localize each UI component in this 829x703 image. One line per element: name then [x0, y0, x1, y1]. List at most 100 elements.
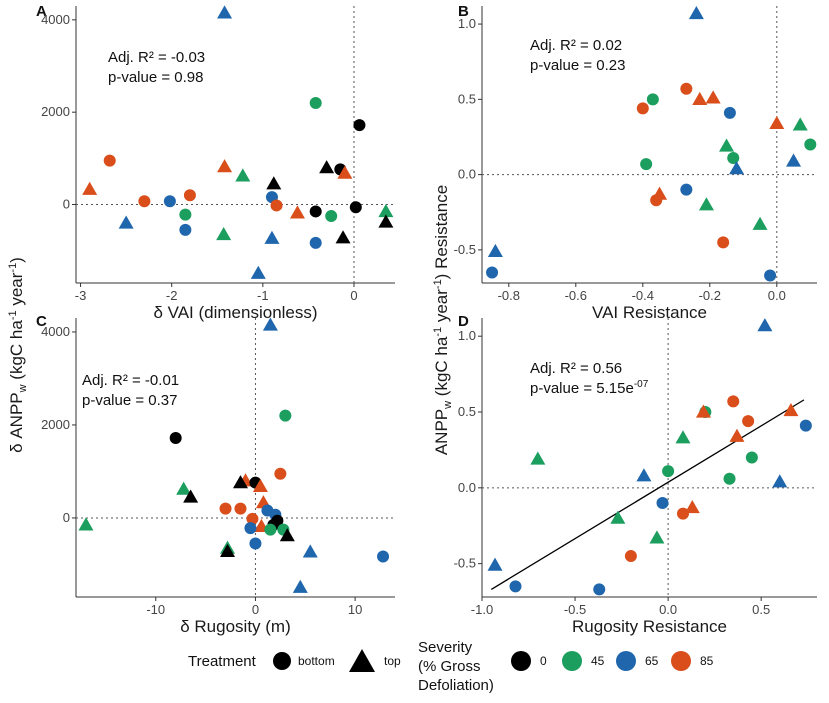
panel-b-point-triangle — [786, 153, 802, 167]
panel-c-point-circle — [377, 550, 390, 563]
panel-a-point-circle — [309, 236, 322, 249]
panel-b-pvalue-annotation: p-value = 0.23 — [530, 57, 626, 74]
panel-d-point-circle — [656, 496, 669, 509]
panel-a-point-triangle — [266, 176, 282, 190]
panel-b-point-circle — [723, 106, 736, 119]
panel-d-x-tick-label: 0.5 — [752, 602, 770, 617]
panel-b-point-triangle — [719, 138, 735, 152]
panel-c-point-triangle — [183, 489, 199, 503]
panel-b-point-circle — [640, 158, 653, 171]
panel-d-point-triangle — [757, 318, 773, 332]
panel-a-point-circle — [138, 195, 151, 208]
panel-c-point-circle — [219, 502, 232, 515]
legend-severity-45-label: 45 — [591, 654, 605, 668]
legend-severity-65-swatch — [616, 651, 636, 671]
panel-b-point-circle — [680, 82, 693, 95]
panel-a-point-triangle — [235, 168, 251, 182]
panel-a-x-tick-label: 0 — [350, 288, 357, 303]
panel-b-point-circle — [717, 236, 730, 249]
panel-c-point-circle — [264, 523, 277, 536]
panel-a-x-axis-label: δ VAI (dimensionless) — [153, 303, 317, 322]
panel-a-point-circle — [179, 223, 192, 236]
panel-c-point-triangle — [262, 317, 278, 331]
panel-d-y-tick-label: -0.5 — [454, 556, 476, 571]
legend-severity-0-label: 0 — [540, 654, 547, 668]
panel-a-pvalue-annotation: p-value = 0.98 — [108, 69, 204, 86]
panel-d-x-axis-label: Rugosity Resistance — [572, 617, 727, 636]
panel-b-point-circle — [636, 102, 649, 115]
panel-b-x-tick-label: -0.6 — [565, 288, 587, 303]
panel-d-point-circle — [727, 395, 740, 408]
panel-c-r2-annotation: Adj. R² = -0.01 — [82, 372, 179, 389]
panel-d-point-circle — [742, 415, 755, 428]
panel-b-point-triangle — [487, 243, 503, 258]
legend: Treatment bottom top Severity (% Gross D… — [188, 639, 714, 694]
panel-label-d: D — [458, 313, 469, 330]
panel-b-point-circle — [486, 266, 499, 279]
panel-b-y-tick-label: -0.5 — [454, 242, 476, 257]
panel-a-point-triangle — [378, 203, 394, 218]
panel-a-x-tick-label: -2 — [166, 288, 178, 303]
legend-treatment-title: Treatment — [188, 653, 257, 670]
panel-a-point-triangle — [264, 230, 280, 244]
panel-c-y-tick-label: 2000 — [41, 417, 70, 432]
panel-b-point-triangle — [752, 216, 768, 230]
panel-a-x-tick-label: -1 — [257, 288, 269, 303]
panel-a-point-circle — [353, 119, 366, 132]
panel-a-point-triangle — [216, 227, 232, 241]
panel-a-point-circle — [179, 208, 192, 221]
panel-b-x-tick-label: -0.8 — [498, 288, 520, 303]
panel-c-point-triangle — [292, 579, 308, 593]
panel-a-point-triangle — [319, 160, 335, 174]
panel-b-point-triangle — [692, 91, 708, 105]
panel-b-point-circle — [764, 269, 777, 282]
panel-a-point-circle — [325, 210, 338, 223]
panel-d-x-tick-label: -1.0 — [471, 602, 493, 617]
panel-a-y-tick-label: 0 — [63, 197, 70, 212]
legend-severity-85-label: 85 — [700, 654, 714, 668]
panel-b-x-tick-label: -0.4 — [632, 288, 654, 303]
panel-a-r2-annotation: Adj. R² = -0.03 — [108, 49, 205, 66]
panel-b-point-circle — [727, 152, 740, 165]
panel-d-pvalue-annotation: p-value = 5.15e-07 — [530, 379, 649, 397]
panel-a-point-triangle — [250, 265, 266, 279]
panel-a-scatter: -3 -2 -1 0 0 2000 4000 δ VAI (dimensionless) Adj… — [41, 5, 395, 322]
panel-d-point-triangle — [649, 530, 665, 544]
panel-b-point-circle — [680, 183, 693, 196]
panel-c-point-circle — [169, 431, 182, 444]
panel-b-point-circle — [646, 93, 659, 106]
panel-d-pvalue-exponent: -07 — [634, 379, 649, 390]
panel-a-point-circle — [270, 199, 283, 212]
panel-d-point-circle — [662, 465, 675, 478]
panel-d-point-circle — [723, 472, 736, 485]
panel-c-scatter: -10 0 10 0 2000 4000 δ Rugosity (m) Adj. R² = -… — [41, 317, 395, 636]
panel-b-x-tick-label: -0.2 — [699, 288, 721, 303]
panel-b-y-tick-label: 0.5 — [458, 91, 476, 106]
panel-c-point-triangle — [176, 481, 192, 495]
panel-c-x-tick-label: -10 — [146, 602, 165, 617]
panel-c-point-circle — [244, 522, 257, 535]
panel-c-y-tick-label: 4000 — [41, 324, 70, 339]
panel-a-point-circle — [103, 154, 116, 167]
panel-a-point-circle — [309, 96, 322, 109]
panel-d-point-circle — [509, 580, 522, 593]
panel-a-x-tick-label: -3 — [75, 288, 87, 303]
panel-b-x-tick-label: 0.0 — [768, 288, 786, 303]
panel-a-point-triangle — [118, 215, 134, 229]
panel-c-point-circle — [234, 502, 247, 515]
panel-c-point-triangle — [252, 478, 268, 492]
panel-b-x-axis-label: VAI Resistance — [592, 303, 707, 322]
left-y-axis-label: δ ANPPw (kgC ha-1 year-1) — [7, 257, 29, 453]
panel-c-point-triangle — [302, 544, 318, 558]
panel-a-point-circle — [349, 201, 362, 214]
panel-a-point-triangle — [217, 159, 233, 173]
panel-label-a: A — [36, 3, 47, 20]
panel-c-point-triangle — [78, 517, 94, 531]
panel-label-c: C — [36, 313, 47, 330]
legend-severity-title-1: Severity — [418, 639, 473, 656]
panel-b-point-triangle — [729, 161, 745, 175]
panel-c-x-tick-label: 0 — [252, 602, 259, 617]
panel-d-x-tick-label: 0.0 — [659, 602, 677, 617]
panel-a-point-triangle — [337, 165, 353, 179]
